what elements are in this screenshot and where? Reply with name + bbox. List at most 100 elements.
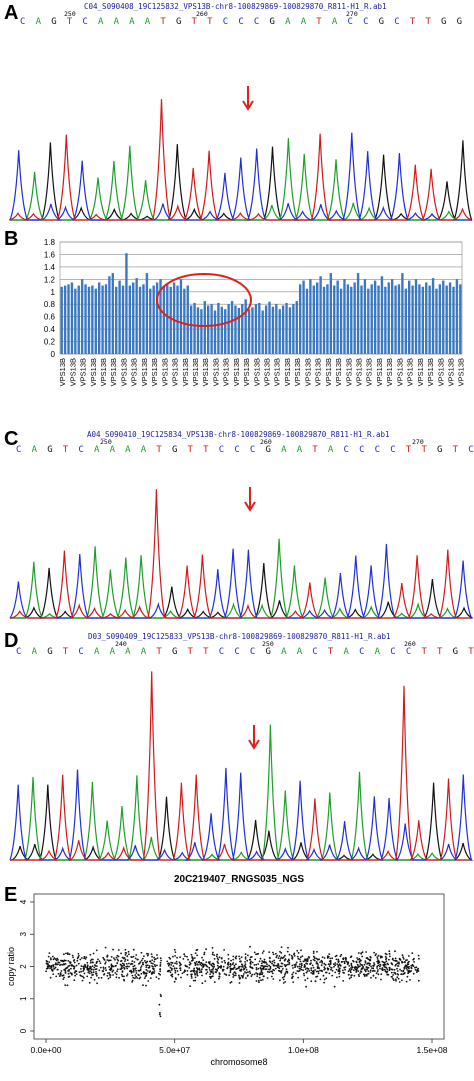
data-point [132,948,135,951]
bar [149,288,152,354]
data-point [364,961,367,964]
bar [101,285,104,354]
x-tick-label: VPS13B [416,358,425,386]
data-point [50,964,53,967]
x-tick-label: VPS13B [385,358,394,386]
bar [295,301,298,354]
data-point [283,975,286,978]
bar [97,282,101,354]
data-point [348,977,351,980]
data-point [55,975,58,978]
data-point [240,956,243,958]
data-point [121,970,124,972]
data-point [355,971,358,973]
data-point [198,967,201,970]
data-point [373,951,375,954]
data-point [257,979,260,982]
data-point [174,971,177,974]
data-point [115,976,118,979]
data-point [186,973,189,976]
data-point [291,957,294,960]
base-call: C [374,445,381,455]
data-point [169,971,172,974]
data-point [296,949,299,952]
bar [67,284,70,354]
data-point [392,979,395,981]
base-call: T [421,647,427,657]
data-point [192,979,195,982]
data-point [299,960,302,963]
data-point [205,961,208,963]
data-point [184,964,187,967]
x-tick-label: VPS13B [273,358,282,386]
data-point [205,968,208,971]
x-tick-label: VPS13B [160,358,169,386]
mutation-arrow-d [248,725,260,750]
x-tick-label: VPS13B [395,358,404,386]
data-point [190,960,193,962]
data-point [45,970,47,973]
data-point [181,972,184,975]
data-point [172,965,175,967]
data-point [169,966,172,969]
data-point [303,974,306,977]
data-point [360,959,362,962]
data-point [87,971,90,974]
data-point [229,965,231,968]
bar [224,309,227,354]
data-point [261,978,264,981]
data-point [126,974,128,977]
data-point [385,957,388,960]
data-point [310,959,312,962]
data-point [390,968,393,971]
data-point [82,970,84,972]
data-point [145,964,148,967]
data-point [116,968,119,971]
data-point [199,963,202,966]
data-point [376,970,379,973]
data-point [395,978,397,981]
x-tick-label: VPS13B [334,358,343,386]
data-point [64,959,67,962]
x-tick-label: VPS13B [365,358,374,386]
data-point [415,966,418,969]
data-point [159,1015,162,1018]
data-point [122,957,125,960]
data-point [127,962,130,965]
data-point [132,971,135,973]
bar [145,273,149,354]
data-point [317,972,320,975]
x-axis-label: chromosome8 [210,1057,267,1067]
data-point [279,950,281,953]
data-point [126,955,129,958]
data-point [350,964,353,966]
data-point [174,962,177,965]
data-point [388,958,390,961]
data-point [388,950,391,953]
data-point [316,950,318,953]
data-point [179,967,182,969]
data-point [266,977,269,979]
data-point [218,975,221,978]
data-point [49,976,52,979]
data-point [317,958,319,961]
data-point [323,978,326,981]
data-point [202,965,205,968]
data-point [127,953,130,956]
data-point [282,982,285,984]
data-point [405,967,408,969]
data-point [80,970,82,973]
data-point [392,974,394,976]
bar [390,279,394,354]
x-tick-label: 0.0e+00 [31,1045,62,1055]
data-point [315,970,318,973]
data-point [112,969,115,972]
data-point [291,964,294,967]
base-call: A [129,17,135,27]
x-tick-label: VPS13B [79,358,88,386]
x-tick-label: 1.0e+08 [288,1045,319,1055]
data-point [376,965,379,968]
data-point [268,951,271,953]
base-call: A [35,17,42,27]
